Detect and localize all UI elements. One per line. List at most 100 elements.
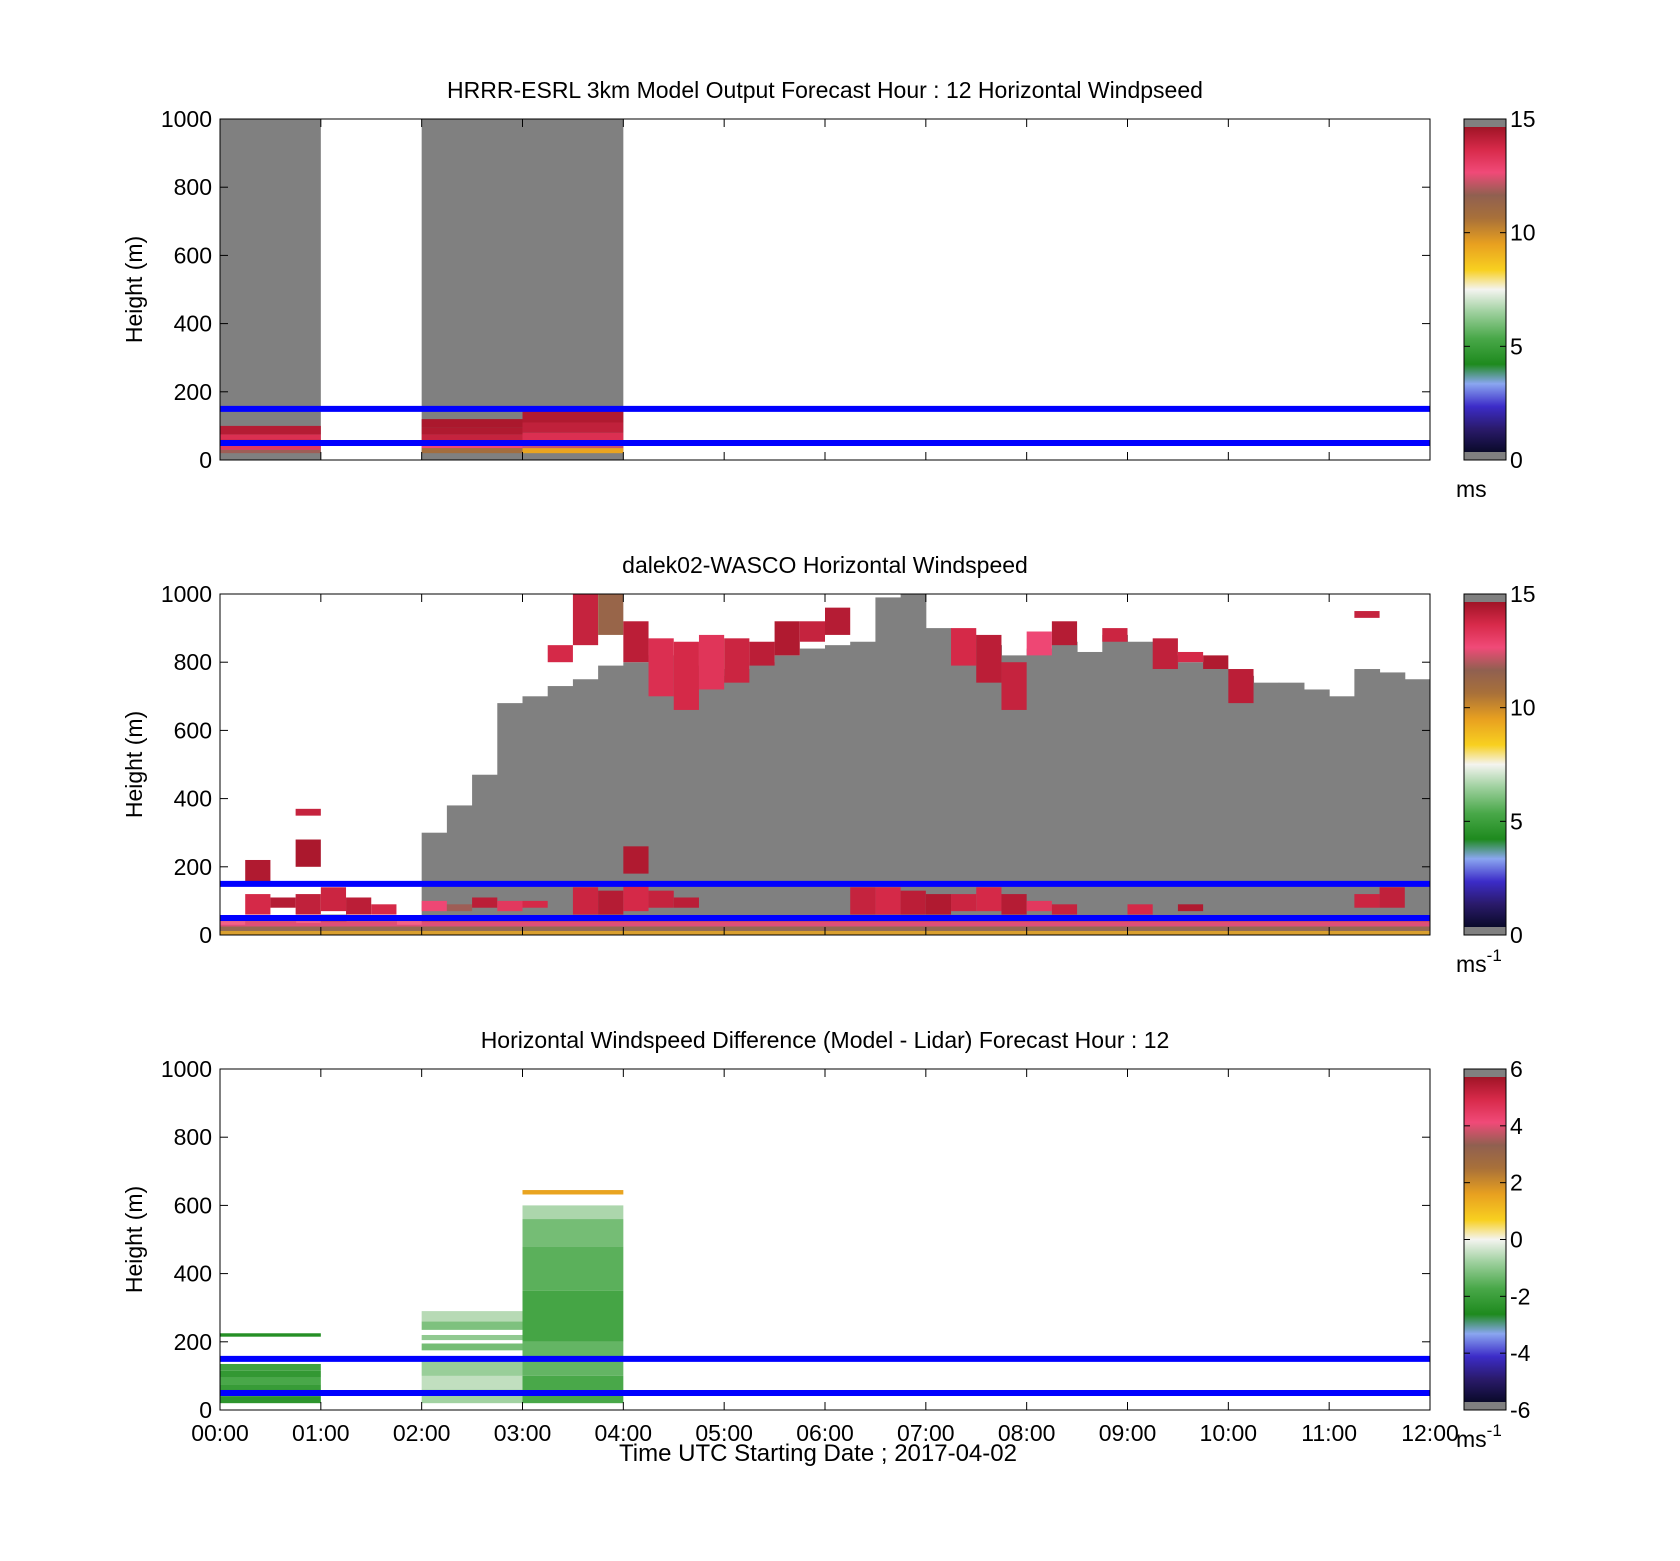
data-cell (421, 1321, 523, 1330)
data-column (1253, 682, 1280, 935)
data-column (1203, 669, 1229, 935)
data-cell (1354, 894, 1380, 908)
data-cell (1228, 669, 1254, 704)
colorbar-label: ms (1456, 476, 1487, 502)
data-cell (673, 641, 699, 710)
data-cell (1177, 651, 1204, 663)
data-cell (951, 628, 977, 666)
data-cell (295, 839, 321, 867)
data-cell (1354, 611, 1380, 618)
colorbar-tick-label: 10 (1510, 695, 1536, 721)
y-tick-label: 400 (174, 1261, 212, 1287)
data-cell (825, 607, 851, 635)
data-cell (220, 1377, 321, 1385)
y-axis-label: Height (m) (121, 711, 147, 818)
x-tick-label: 05:00 (695, 1420, 753, 1446)
data-column (1152, 655, 1179, 935)
data-cell (900, 890, 926, 915)
y-axis-label: Height (m) (121, 1186, 147, 1293)
colorbar-over (1464, 1069, 1506, 1077)
data-cell (295, 894, 321, 915)
y-tick-label: 800 (174, 174, 212, 200)
data-cell (220, 1363, 321, 1371)
data-column (1404, 679, 1431, 935)
data-column (1026, 648, 1053, 935)
data-column (648, 655, 675, 935)
data-column (900, 594, 927, 935)
y-tick-label: 200 (174, 854, 212, 880)
data-cell (220, 1370, 321, 1378)
data-cell (623, 846, 649, 874)
y-tick-label: 200 (174, 379, 212, 405)
y-tick-label: 0 (199, 447, 212, 473)
data-cell (371, 904, 397, 915)
data-column (875, 597, 902, 935)
data-cell (623, 883, 649, 912)
x-tick-label: 06:00 (796, 1420, 854, 1446)
data-cell (446, 904, 473, 912)
data-cell (875, 887, 901, 915)
data-cell (799, 621, 825, 642)
colorbar-tick-label: 4 (1510, 1113, 1523, 1139)
colorbar-label: ms-1 (1456, 946, 1502, 977)
x-tick-label: 00:00 (191, 1420, 249, 1446)
x-axis-label: Time UTC Starting Date ; 2017-04-02 (619, 1440, 1017, 1467)
data-cell (749, 641, 775, 666)
data-cell (522, 1246, 624, 1291)
y-tick-label: 1000 (161, 581, 212, 607)
data-cell (598, 594, 624, 635)
data-column (673, 665, 700, 935)
data-cell (1177, 904, 1204, 912)
colorbar-frame (1463, 118, 1507, 461)
data-cell (1026, 900, 1052, 912)
data-cell (623, 621, 649, 663)
data-cell (522, 422, 624, 433)
colorbar-over (1464, 594, 1506, 602)
data-column (1228, 675, 1255, 935)
y-tick-label: 600 (174, 242, 212, 268)
y-tick-label: 800 (174, 1124, 212, 1150)
data-cell (698, 634, 725, 690)
data-cell (724, 638, 750, 683)
data-cell (421, 1375, 523, 1390)
y-tick-label: 1000 (161, 1056, 212, 1082)
panel-2: 0 200 400 600 800 1000 dalek02-WASCO Horizonta… (121, 552, 1536, 977)
plot-area (220, 1069, 1430, 1410)
data-cell (421, 434, 523, 443)
data-column (799, 648, 826, 935)
data-cell (220, 425, 321, 435)
x-tick-label: 10:00 (1200, 1420, 1258, 1446)
data-cell (850, 887, 876, 915)
data-cell (522, 1219, 624, 1247)
data-cell (270, 897, 296, 908)
panel-1: 0 200 400 600 800 1000 HRRR-ESRL 3km Model Out… (121, 77, 1536, 502)
y-tick-label: 400 (174, 311, 212, 337)
data-cell (421, 1343, 523, 1351)
colorbar-over (1464, 119, 1506, 127)
data-column (1051, 641, 1078, 935)
data-cell (220, 1396, 321, 1404)
data-cell (522, 408, 624, 423)
data-cell (421, 900, 447, 912)
x-tick-label: 01:00 (292, 1420, 350, 1446)
data-cell (295, 808, 321, 816)
y-tick-label: 800 (174, 649, 212, 675)
data-cell (522, 900, 548, 908)
data-cell (220, 449, 321, 454)
colorbar (1464, 602, 1506, 927)
data-column (1278, 682, 1305, 935)
chart-title: HRRR-ESRL 3km Model Output Forecast Hour… (447, 77, 1203, 103)
data-cell (522, 432, 624, 442)
data-cell (522, 1205, 624, 1220)
data-block (421, 119, 523, 460)
data-column (724, 669, 750, 935)
data-column (522, 696, 549, 935)
data-cell (572, 887, 599, 915)
data-cell (245, 894, 271, 915)
data-cell (648, 638, 674, 697)
data-cell (1051, 621, 1078, 646)
data-column (1127, 641, 1154, 935)
data-column (951, 634, 977, 935)
data-cell (220, 1333, 321, 1337)
data-cell (976, 887, 1002, 912)
